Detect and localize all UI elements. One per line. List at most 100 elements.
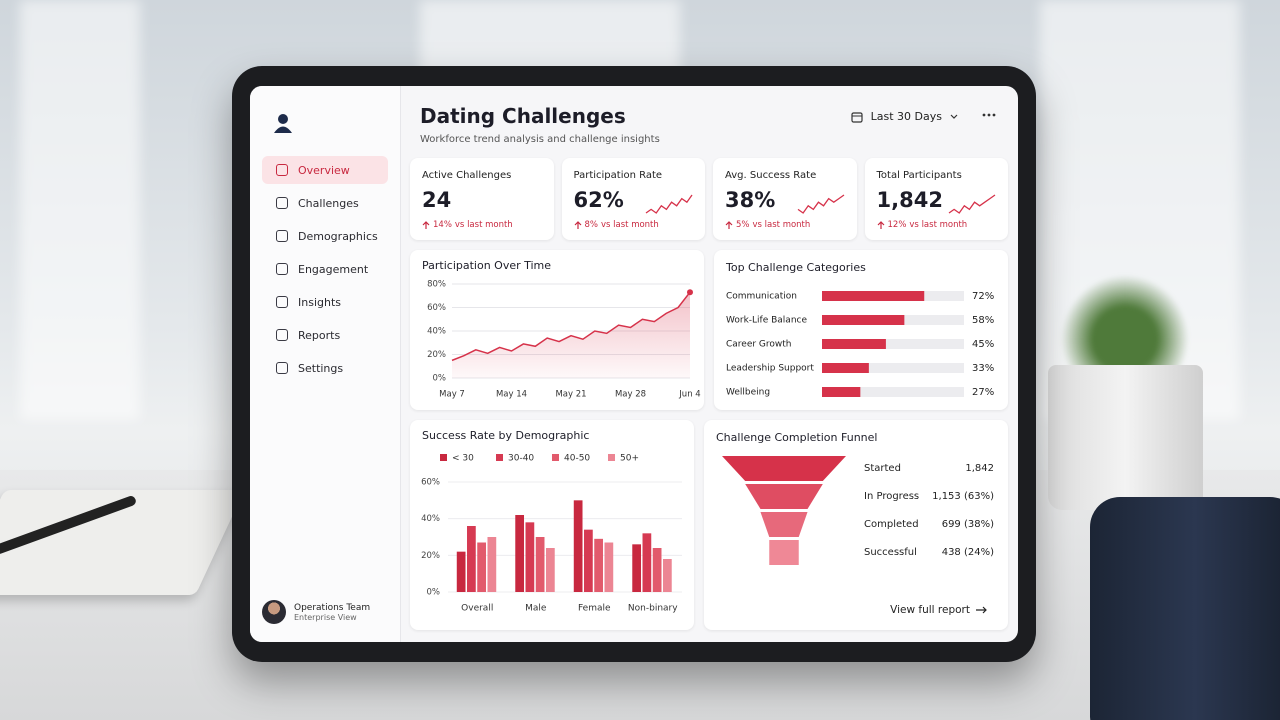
up-arrow <box>725 220 733 229</box>
bar-track <box>822 387 964 397</box>
kpi-value: 24 <box>422 188 452 212</box>
arrow-icon <box>976 606 987 614</box>
chart-title: Success Rate by Demographic <box>422 429 589 442</box>
kpi-label: Participation Rate <box>573 170 663 181</box>
value-label: 72% <box>972 291 994 302</box>
x-tick-label: May 28 <box>615 390 646 400</box>
bar <box>822 291 925 301</box>
kpi-label: Total Participants <box>876 170 962 181</box>
nav-item[interactable]: Insights <box>262 288 388 316</box>
value-label: 58% <box>972 315 994 326</box>
nav-item[interactable]: Overview <box>262 156 388 184</box>
x-tick-label: May 14 <box>496 390 527 400</box>
bar <box>662 559 672 592</box>
x-tick-label: Overall <box>461 604 493 614</box>
y-tick-label: 0% <box>427 588 441 598</box>
value-label: 33% <box>972 363 994 374</box>
report-link[interactable]: View full report <box>890 604 988 616</box>
nav-item[interactable]: Engagement <box>262 255 388 283</box>
x-tick-label: May 21 <box>555 390 586 400</box>
y-tick-label: 40% <box>427 327 446 337</box>
kpi-value: 62% <box>573 188 624 212</box>
kpi-delta-note: vs last month <box>909 220 968 230</box>
bar <box>467 526 476 592</box>
legend-label: 30-40 <box>508 454 534 464</box>
kpi-card: Active Challenges 24 14% vs last month <box>410 158 554 240</box>
plant-pot <box>1048 365 1203 510</box>
kpi-delta-value: 12% <box>887 220 907 230</box>
sparkline-line <box>645 194 693 214</box>
stage-label: Started <box>864 463 901 474</box>
chart-title: Top Challenge Categories <box>725 261 866 274</box>
bar <box>545 548 555 592</box>
bar <box>456 551 466 592</box>
kpi-delta-note: vs last month <box>752 220 811 230</box>
bar <box>642 533 652 592</box>
funnel-stage <box>760 512 808 537</box>
user: Operations Team Enterprise View <box>262 600 370 624</box>
stage-label: Completed <box>864 519 919 530</box>
legend-label: 40-50 <box>564 454 590 464</box>
window <box>20 0 140 420</box>
bar <box>822 387 861 397</box>
nav-item[interactable]: Settings <box>262 354 388 382</box>
panel: Participation Over Time 0% 20% 40% 60% 80% May… <box>410 250 704 410</box>
y-tick-label: 60% <box>421 478 440 488</box>
date-range[interactable]: Last 30 Days <box>851 110 958 123</box>
nav-item[interactable]: Reports <box>262 321 388 349</box>
bar-track <box>822 339 964 349</box>
bar <box>515 515 525 592</box>
sparkline <box>948 194 996 214</box>
x-tick-label: Male <box>525 604 547 614</box>
logo <box>274 114 292 133</box>
legend-label: 50+ <box>620 454 639 464</box>
category-label: Career Growth <box>726 340 792 350</box>
kpi-label: Avg. Success Rate <box>725 170 817 181</box>
bar <box>822 363 869 373</box>
legend-swatch <box>608 454 615 461</box>
kpi-delta-value: 8% <box>584 220 599 230</box>
kpi-value: 1,842 <box>876 188 943 212</box>
more-menu[interactable] <box>982 110 996 120</box>
date-range-label[interactable]: Last 30 Days <box>870 110 942 123</box>
user-name: Operations Team <box>294 602 371 613</box>
x-tick-label: Jun 4 <box>678 390 700 400</box>
grouped-bar-chart: Success Rate by Demographic < 30 30-40 40-5… <box>421 429 682 614</box>
chevron <box>950 114 958 119</box>
avatar <box>262 600 286 624</box>
nav-item[interactable]: Challenges <box>262 189 388 217</box>
y-tick-label: 0% <box>433 374 447 384</box>
mug <box>1090 497 1280 720</box>
arrow <box>422 220 430 229</box>
bar <box>477 542 486 592</box>
kpi-delta-value: 5% <box>736 220 750 230</box>
legend-label: < 30 <box>452 454 474 464</box>
y-tick-label: 80% <box>427 280 446 290</box>
sparkline-line <box>797 194 844 214</box>
arrow <box>725 220 733 229</box>
panel: Top Challenge Categories Communication 72%… <box>714 250 1008 410</box>
panel: Challenge Completion Funnel Started 1,842 I… <box>704 420 1008 630</box>
category-label: Communication <box>726 292 797 302</box>
bar <box>822 339 886 349</box>
stage-value: 1,842 <box>965 463 994 474</box>
stage-value: 699 (38%) <box>942 519 994 530</box>
bar-chart: Top Challenge Categories Communication 72%… <box>725 261 994 398</box>
nav-item[interactable]: Demographics <box>262 222 388 250</box>
category-label: Leadership Support <box>726 364 814 374</box>
bar <box>604 542 614 592</box>
chart-title: Challenge Completion Funnel <box>716 431 877 444</box>
sparkline <box>797 194 844 214</box>
sparkline-line <box>948 194 996 214</box>
line-chart: Participation Over Time 0% 20% 40% 60% 80% May… <box>422 259 701 400</box>
bar <box>632 544 642 592</box>
chart-title: Participation Over Time <box>422 259 551 272</box>
end-point <box>687 289 693 296</box>
screen: Overview Challenges Demographics Engagement… <box>250 86 1018 642</box>
main: Dating Challenges Workforce trend analys… <box>410 86 1008 642</box>
bar <box>573 500 583 592</box>
kpi-delta-note: vs last month <box>601 220 659 230</box>
kpi-delta-note: vs last month <box>454 220 513 230</box>
report-link-text[interactable]: View full report <box>890 604 970 616</box>
